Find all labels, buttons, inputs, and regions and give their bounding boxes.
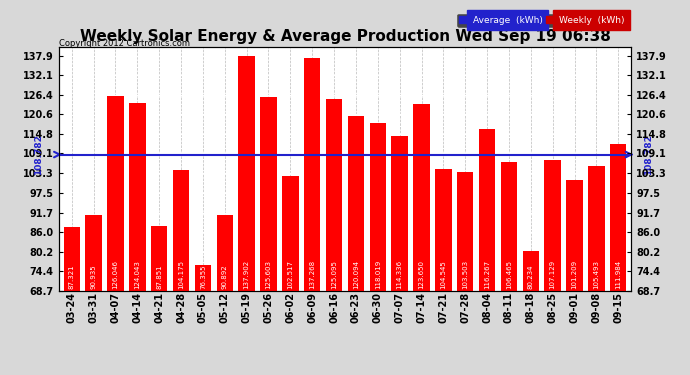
Bar [435,169,451,291]
Bar [479,129,495,291]
Bar [129,103,146,291]
Text: 87.851: 87.851 [156,264,162,289]
Text: 124.043: 124.043 [135,260,140,289]
Bar [151,226,168,291]
Bar [522,252,539,291]
Bar [413,104,430,291]
Bar [610,144,627,291]
Text: 126.046: 126.046 [112,260,119,289]
Title: Weekly Solar Energy & Average Production Wed Sep 19 06:38: Weekly Solar Energy & Average Production… [79,29,611,44]
Bar [260,98,277,291]
Bar [544,160,561,291]
Text: 114.336: 114.336 [397,260,403,289]
Bar [282,176,299,291]
Text: 106.465: 106.465 [506,260,512,289]
Bar [501,162,517,291]
Text: 102.517: 102.517 [287,260,293,289]
Text: 125.603: 125.603 [266,260,271,289]
Text: 108.782: 108.782 [34,134,43,175]
Bar [370,123,386,291]
Text: 107.129: 107.129 [550,260,555,289]
Text: 118.019: 118.019 [375,260,381,289]
Text: 120.094: 120.094 [353,260,359,289]
Text: 125.095: 125.095 [331,260,337,289]
Bar [195,265,211,291]
Text: 101.209: 101.209 [571,260,578,289]
Bar [348,116,364,291]
Text: 90.935: 90.935 [90,264,97,289]
Text: 105.493: 105.493 [593,260,600,289]
Bar [457,172,473,291]
Bar [173,170,189,291]
Legend: Average  (kWh), Weekly  (kWh): Average (kWh), Weekly (kWh) [457,13,627,27]
Text: 108.782: 108.782 [644,134,653,175]
Text: 116.267: 116.267 [484,260,490,289]
Bar [107,96,124,291]
Bar [304,58,320,291]
Text: 80.234: 80.234 [528,264,534,289]
Bar [217,215,233,291]
Text: 90.892: 90.892 [221,264,228,289]
Bar [239,56,255,291]
Bar [566,180,583,291]
Bar [588,166,604,291]
Bar [326,99,342,291]
Bar [86,215,102,291]
Text: 87.321: 87.321 [69,264,75,289]
Bar [63,227,80,291]
Text: 111.984: 111.984 [615,260,621,289]
Bar [391,136,408,291]
Text: 137.268: 137.268 [309,260,315,289]
Text: Copyright 2012 Cartronics.com: Copyright 2012 Cartronics.com [59,39,190,48]
Text: 104.545: 104.545 [440,260,446,289]
Text: 137.902: 137.902 [244,260,250,289]
Text: 123.650: 123.650 [419,260,424,289]
Text: 76.355: 76.355 [200,264,206,289]
Text: 104.175: 104.175 [178,260,184,289]
Text: 103.503: 103.503 [462,260,469,289]
